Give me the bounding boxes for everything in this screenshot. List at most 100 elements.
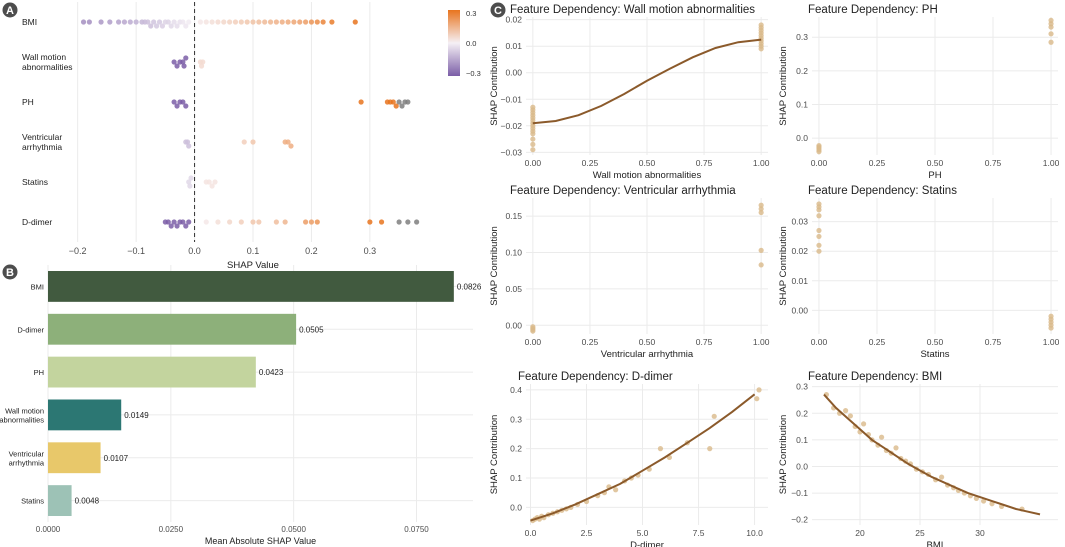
shap-point	[174, 223, 180, 229]
x-axis-title: Ventricular arrhythmia	[601, 349, 694, 360]
shap-point	[396, 219, 402, 225]
shap-point	[115, 19, 122, 25]
shap-point	[244, 19, 250, 25]
shap-point	[329, 19, 335, 25]
y-tick-label: −0.2	[791, 515, 808, 525]
x-tick-label: 0.0	[525, 528, 537, 538]
shap-point	[288, 143, 294, 149]
shap-point	[215, 219, 221, 225]
beeswarm-panel: −0.2 −0.1 0.0 0.1 0.2 0.3 BMI Wall motionabnorm…	[22, 2, 481, 271]
data-point	[893, 445, 899, 451]
data-point	[754, 396, 760, 402]
shap-point	[174, 63, 180, 69]
shap-point	[127, 19, 133, 25]
data-point	[758, 206, 764, 212]
shap-point	[200, 59, 206, 65]
x-tick-label: 0.1	[247, 246, 260, 256]
shap-point	[399, 103, 405, 109]
x-axis-title: Wall motion abnormalities	[593, 170, 702, 181]
shap-point	[273, 19, 279, 25]
x-tick-label: 0.50	[927, 158, 944, 168]
shap-point	[159, 23, 166, 29]
x-tick-label: 1.00	[1043, 337, 1060, 347]
x-tick-label: 1.00	[1043, 158, 1060, 168]
shap-point	[188, 175, 194, 181]
y-axis-title: SHAP Contribution	[489, 226, 500, 306]
x-tick-label: 30	[975, 528, 985, 538]
data-point	[939, 474, 945, 480]
shap-point	[171, 99, 177, 105]
shap-point	[378, 219, 385, 225]
shap-point	[314, 219, 320, 225]
data-point	[843, 408, 849, 414]
y-tick-label: 0.2	[510, 444, 522, 454]
shap-point	[256, 219, 262, 225]
y-tick-label: 0.01	[791, 276, 808, 286]
shap-point	[209, 19, 215, 25]
shap-point	[238, 219, 244, 225]
shap-point	[174, 103, 180, 109]
legend-tick-label: 0.0	[466, 39, 476, 48]
y-tick-label: −0.1	[791, 488, 808, 498]
shap-point	[273, 219, 279, 225]
shap-point	[197, 19, 204, 25]
bar-value-label: 0.0149	[124, 411, 149, 420]
x-tick-label: 0.25	[869, 158, 886, 168]
data-point	[530, 136, 536, 142]
shap-point	[171, 19, 177, 25]
legend-tick-label: −0.3	[466, 69, 481, 78]
feature-label: PH	[22, 97, 34, 107]
data-point	[816, 227, 822, 234]
shap-point	[405, 219, 411, 225]
feature-label: Statins	[22, 177, 48, 187]
shap-point	[308, 19, 315, 25]
shap-point	[153, 23, 160, 29]
feature-label: BMI	[22, 17, 37, 27]
y-tick-label: −0.02	[500, 121, 522, 131]
feature-label: abnormalities	[22, 62, 73, 72]
x-tick-label: 0.3	[364, 246, 377, 256]
data-point	[756, 387, 762, 393]
x-tick-label: 0.0	[188, 246, 201, 256]
bar-value-label: 0.0826	[457, 282, 482, 291]
shap-point	[156, 19, 163, 25]
data-point	[711, 413, 717, 419]
shap-point	[186, 179, 192, 185]
shap-point	[390, 99, 396, 105]
y-tick-label: 0.2	[796, 66, 808, 76]
y-tick-label: 0.00	[505, 68, 522, 78]
shap-point	[183, 55, 189, 61]
x-tick-label: 0.0750	[404, 525, 429, 534]
category-label: abnormalities	[0, 415, 44, 424]
y-tick-label: 0.4	[510, 385, 522, 395]
x-axis-title: SHAP Value	[227, 260, 279, 271]
y-tick-label: 0.0	[510, 502, 522, 512]
shap-point	[256, 19, 262, 25]
x-tick-label: 0.00	[811, 158, 828, 168]
x-tick-label: 0.50	[639, 158, 656, 168]
shap-point	[171, 59, 177, 65]
bar	[48, 313, 297, 345]
data-point	[530, 141, 536, 147]
category-label: arrhythmia	[9, 458, 45, 467]
data-point	[816, 248, 822, 254]
data-point	[1048, 325, 1054, 331]
shap-point	[250, 219, 256, 225]
shap-point	[180, 59, 186, 65]
x-tick-label: 5.0	[637, 528, 649, 538]
shap-point	[186, 143, 192, 149]
bar	[48, 399, 122, 431]
data-point	[707, 446, 713, 452]
y-tick-label: 0.3	[796, 382, 808, 392]
shap-point	[393, 103, 399, 109]
bar-panel: 0.0000 0.0250 0.0500 0.0750 0.0826 BMI 0.0505 D…	[0, 265, 482, 546]
shap-point	[285, 139, 291, 145]
y-tick-label: 0.2	[796, 408, 808, 418]
shap-point	[250, 19, 256, 25]
shap-point	[285, 19, 291, 25]
x-tick-label: 2.5	[581, 528, 593, 538]
data-point	[1048, 17, 1054, 23]
shap-point	[180, 99, 186, 105]
shap-point	[221, 19, 227, 25]
bar-value-label: 0.0048	[75, 497, 100, 506]
